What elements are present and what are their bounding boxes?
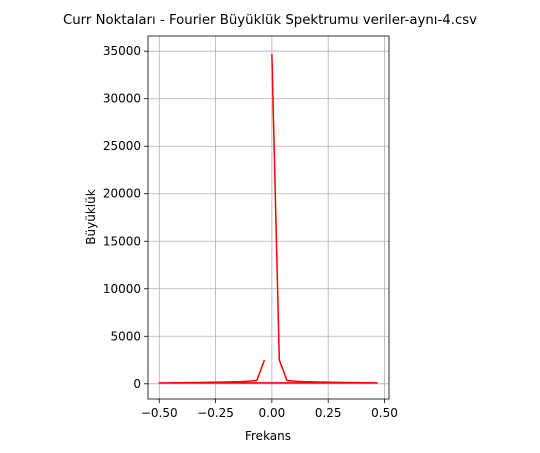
plot-frame bbox=[147, 35, 390, 400]
y-tick-label: 5000 bbox=[110, 329, 141, 343]
x-tick-label: 0.00 bbox=[259, 406, 286, 420]
x-tick-label: 0.50 bbox=[371, 406, 398, 420]
y-tick-label: 0 bbox=[133, 377, 141, 391]
x-tick-label: −0.25 bbox=[197, 406, 234, 420]
grid bbox=[148, 36, 389, 399]
y-axis: 0 5000 10000 15000 20000 25000 30000 35000 bbox=[103, 44, 148, 391]
y-tick-label: 25000 bbox=[103, 139, 141, 153]
x-axis: −0.50 −0.25 0.00 0.25 0.50 bbox=[141, 399, 398, 420]
x-tick-label: 0.25 bbox=[315, 406, 342, 420]
y-tick-label: 15000 bbox=[103, 234, 141, 248]
x-axis-label: Frekans bbox=[245, 429, 291, 443]
chart-title: Curr Noktaları - Fourier Büyüklük Spektr… bbox=[63, 13, 477, 28]
x-tick-label: −0.50 bbox=[141, 406, 178, 420]
y-tick-label: 35000 bbox=[103, 44, 141, 58]
y-tick-label: 10000 bbox=[103, 282, 141, 296]
series-line bbox=[158, 54, 378, 384]
y-tick-label: 20000 bbox=[103, 187, 141, 201]
y-axis-label: Büyüklük bbox=[84, 189, 98, 244]
plot-area bbox=[158, 54, 378, 384]
y-tick-label: 30000 bbox=[103, 92, 141, 106]
